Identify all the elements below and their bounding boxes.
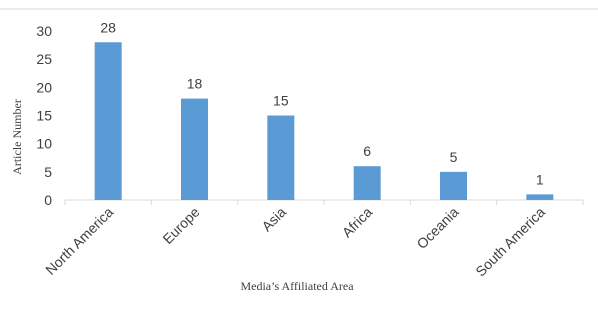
category-label: South America bbox=[472, 204, 548, 280]
data-label: 1 bbox=[536, 171, 544, 187]
y-tick-label: 10 bbox=[36, 136, 52, 152]
category-label: Oceania bbox=[413, 204, 461, 252]
category-label: Asia bbox=[258, 204, 289, 235]
data-label: 28 bbox=[100, 19, 116, 35]
y-axis-ticks: 0 5 10 15 20 25 30 bbox=[36, 23, 52, 208]
y-tick-label: 15 bbox=[36, 108, 52, 124]
x-axis-tick-marks bbox=[64, 200, 584, 205]
data-label: 18 bbox=[187, 76, 203, 92]
bar bbox=[353, 166, 381, 200]
bar bbox=[267, 115, 295, 200]
y-axis-title: Article Number bbox=[10, 99, 24, 175]
data-label: 15 bbox=[273, 93, 289, 109]
bar bbox=[94, 42, 122, 201]
x-axis-title: Media’s Affiliated Area bbox=[240, 279, 354, 293]
category-label: North America bbox=[42, 204, 116, 278]
category-label: Europe bbox=[159, 204, 202, 247]
category-labels-group: North America Europe Asia Africa Oceania Sout… bbox=[42, 204, 548, 280]
bars-group bbox=[94, 42, 554, 201]
data-label: 6 bbox=[363, 143, 371, 159]
bar bbox=[526, 194, 554, 200]
bar bbox=[440, 171, 467, 200]
y-tick-label: 25 bbox=[36, 51, 52, 67]
bar bbox=[181, 98, 208, 200]
y-tick-label: 5 bbox=[44, 164, 52, 180]
y-tick-label: 0 bbox=[44, 192, 52, 208]
y-tick-label: 20 bbox=[36, 79, 52, 95]
data-labels-group: 28 18 15 6 5 1 bbox=[100, 19, 544, 187]
data-label: 5 bbox=[450, 149, 458, 165]
category-label: Africa bbox=[339, 204, 376, 241]
y-tick-label: 30 bbox=[36, 23, 52, 39]
